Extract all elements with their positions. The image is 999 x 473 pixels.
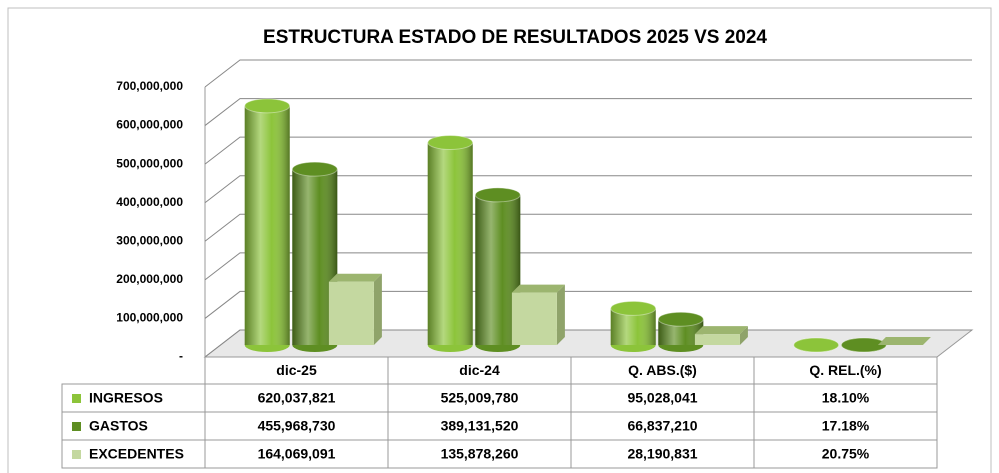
bar-side <box>739 326 748 345</box>
legend-label: EXCEDENTES <box>89 446 184 462</box>
y-tick-label: 100,000,000 <box>116 311 183 325</box>
bar-top <box>474 187 521 203</box>
x-tick-label: Q. ABS.($) <box>628 362 697 378</box>
chart-title: ESTRUCTURA ESTADO DE RESULTADOS 2025 VS … <box>263 27 767 48</box>
bar-top <box>427 134 474 150</box>
data-label: 525,009,780 <box>441 390 519 406</box>
y-tick-label: 400,000,000 <box>116 195 183 209</box>
x-tick-label: dic-24 <box>459 362 500 378</box>
bar <box>328 281 374 345</box>
legend-swatch <box>72 450 81 459</box>
legend-label: GASTOS <box>89 418 148 434</box>
bar-shading <box>427 142 473 345</box>
data-label: 66,837,210 <box>627 418 697 434</box>
bar-top <box>793 337 840 353</box>
grid-line <box>204 175 972 204</box>
bar-shading <box>244 105 290 345</box>
data-label: 17.18% <box>822 418 870 434</box>
bar-top <box>694 326 748 335</box>
legend-swatch <box>72 394 81 403</box>
grid-line <box>204 252 972 281</box>
grid-line <box>204 213 972 242</box>
y-tick-label: 300,000,000 <box>116 233 183 247</box>
y-tick-label: 500,000,000 <box>116 156 183 170</box>
x-tick-label: Q. REL.(%) <box>809 362 881 378</box>
data-label: 164,069,091 <box>258 446 336 462</box>
data-label: 455,968,730 <box>258 418 336 434</box>
bar-side <box>556 284 565 345</box>
legend-label: INGRESOS <box>89 390 163 406</box>
bar-side <box>373 273 382 345</box>
grid-line <box>204 136 972 165</box>
bar-top <box>657 311 704 327</box>
grid-line <box>204 98 972 126</box>
data-label: 389,131,520 <box>441 418 519 434</box>
bar-top <box>291 161 338 177</box>
data-label: 620,037,821 <box>258 390 336 406</box>
y-tick-label: 600,000,000 <box>116 118 183 132</box>
bar-top <box>610 300 657 316</box>
x-tick-label: dic-25 <box>276 362 317 378</box>
y-tick-label: 700,000,000 <box>116 79 183 93</box>
data-label: 95,028,041 <box>627 390 697 406</box>
y-tick-label: - <box>179 349 183 363</box>
legend-swatch <box>72 422 81 431</box>
bar-top <box>328 273 382 282</box>
bar <box>511 292 557 345</box>
bar-top <box>244 98 291 114</box>
bar-top <box>511 284 565 293</box>
grid-line <box>204 290 972 319</box>
data-label: 135,878,260 <box>441 446 519 462</box>
data-label: 28,190,831 <box>627 446 697 462</box>
data-label: 20.75% <box>822 446 870 462</box>
bar <box>694 334 740 345</box>
table-cell <box>753 439 938 469</box>
bar-top <box>877 337 931 345</box>
y-tick-label: 200,000,000 <box>116 272 183 286</box>
data-label: 18.10% <box>822 390 870 406</box>
grid-line <box>204 59 972 88</box>
